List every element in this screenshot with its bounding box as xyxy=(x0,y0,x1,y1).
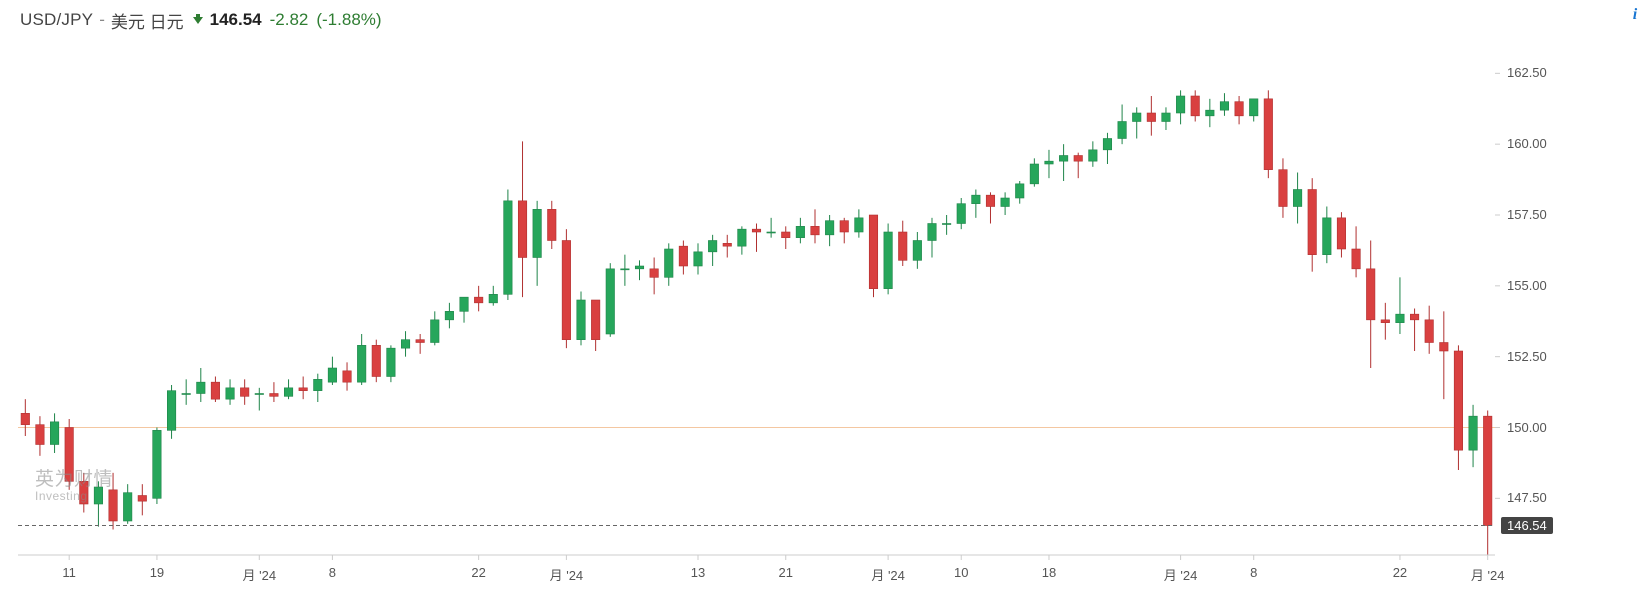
x-axis-label: 13 xyxy=(691,565,705,580)
x-axis-label: 11 xyxy=(62,565,76,580)
y-axis-label: 150.00 xyxy=(1507,420,1547,435)
x-axis-label: 月 '24 xyxy=(1164,565,1198,584)
x-axis-label: 月 '24 xyxy=(243,565,277,584)
x-axis-label: 22 xyxy=(471,565,485,580)
y-axis-label: 147.50 xyxy=(1507,490,1547,505)
y-axis-label: 157.50 xyxy=(1507,207,1547,222)
x-axis-label: 月 '24 xyxy=(871,565,905,584)
chart-container: USD/JPY - 美元 日元 146.54 -2.82 (-1.88%) i … xyxy=(0,0,1650,612)
x-axis-label: 月 '24 xyxy=(1471,565,1505,584)
x-axis-label: 22 xyxy=(1393,565,1407,580)
y-axis-label: 160.00 xyxy=(1507,136,1547,151)
x-axis-label: 8 xyxy=(1250,565,1257,580)
x-axis-label: 18 xyxy=(1042,565,1056,580)
y-axis-label: 162.50 xyxy=(1507,65,1547,80)
x-axis-label: 21 xyxy=(779,565,793,580)
y-axis-label: 152.50 xyxy=(1507,349,1547,364)
candlestick-chart[interactable] xyxy=(0,0,1650,612)
x-axis-label: 19 xyxy=(150,565,164,580)
y-axis-label: 155.00 xyxy=(1507,278,1547,293)
last-price-tag: 146.54 xyxy=(1501,517,1553,534)
x-axis-label: 月 '24 xyxy=(550,565,584,584)
x-axis-label: 10 xyxy=(954,565,968,580)
x-axis-label: 8 xyxy=(329,565,336,580)
